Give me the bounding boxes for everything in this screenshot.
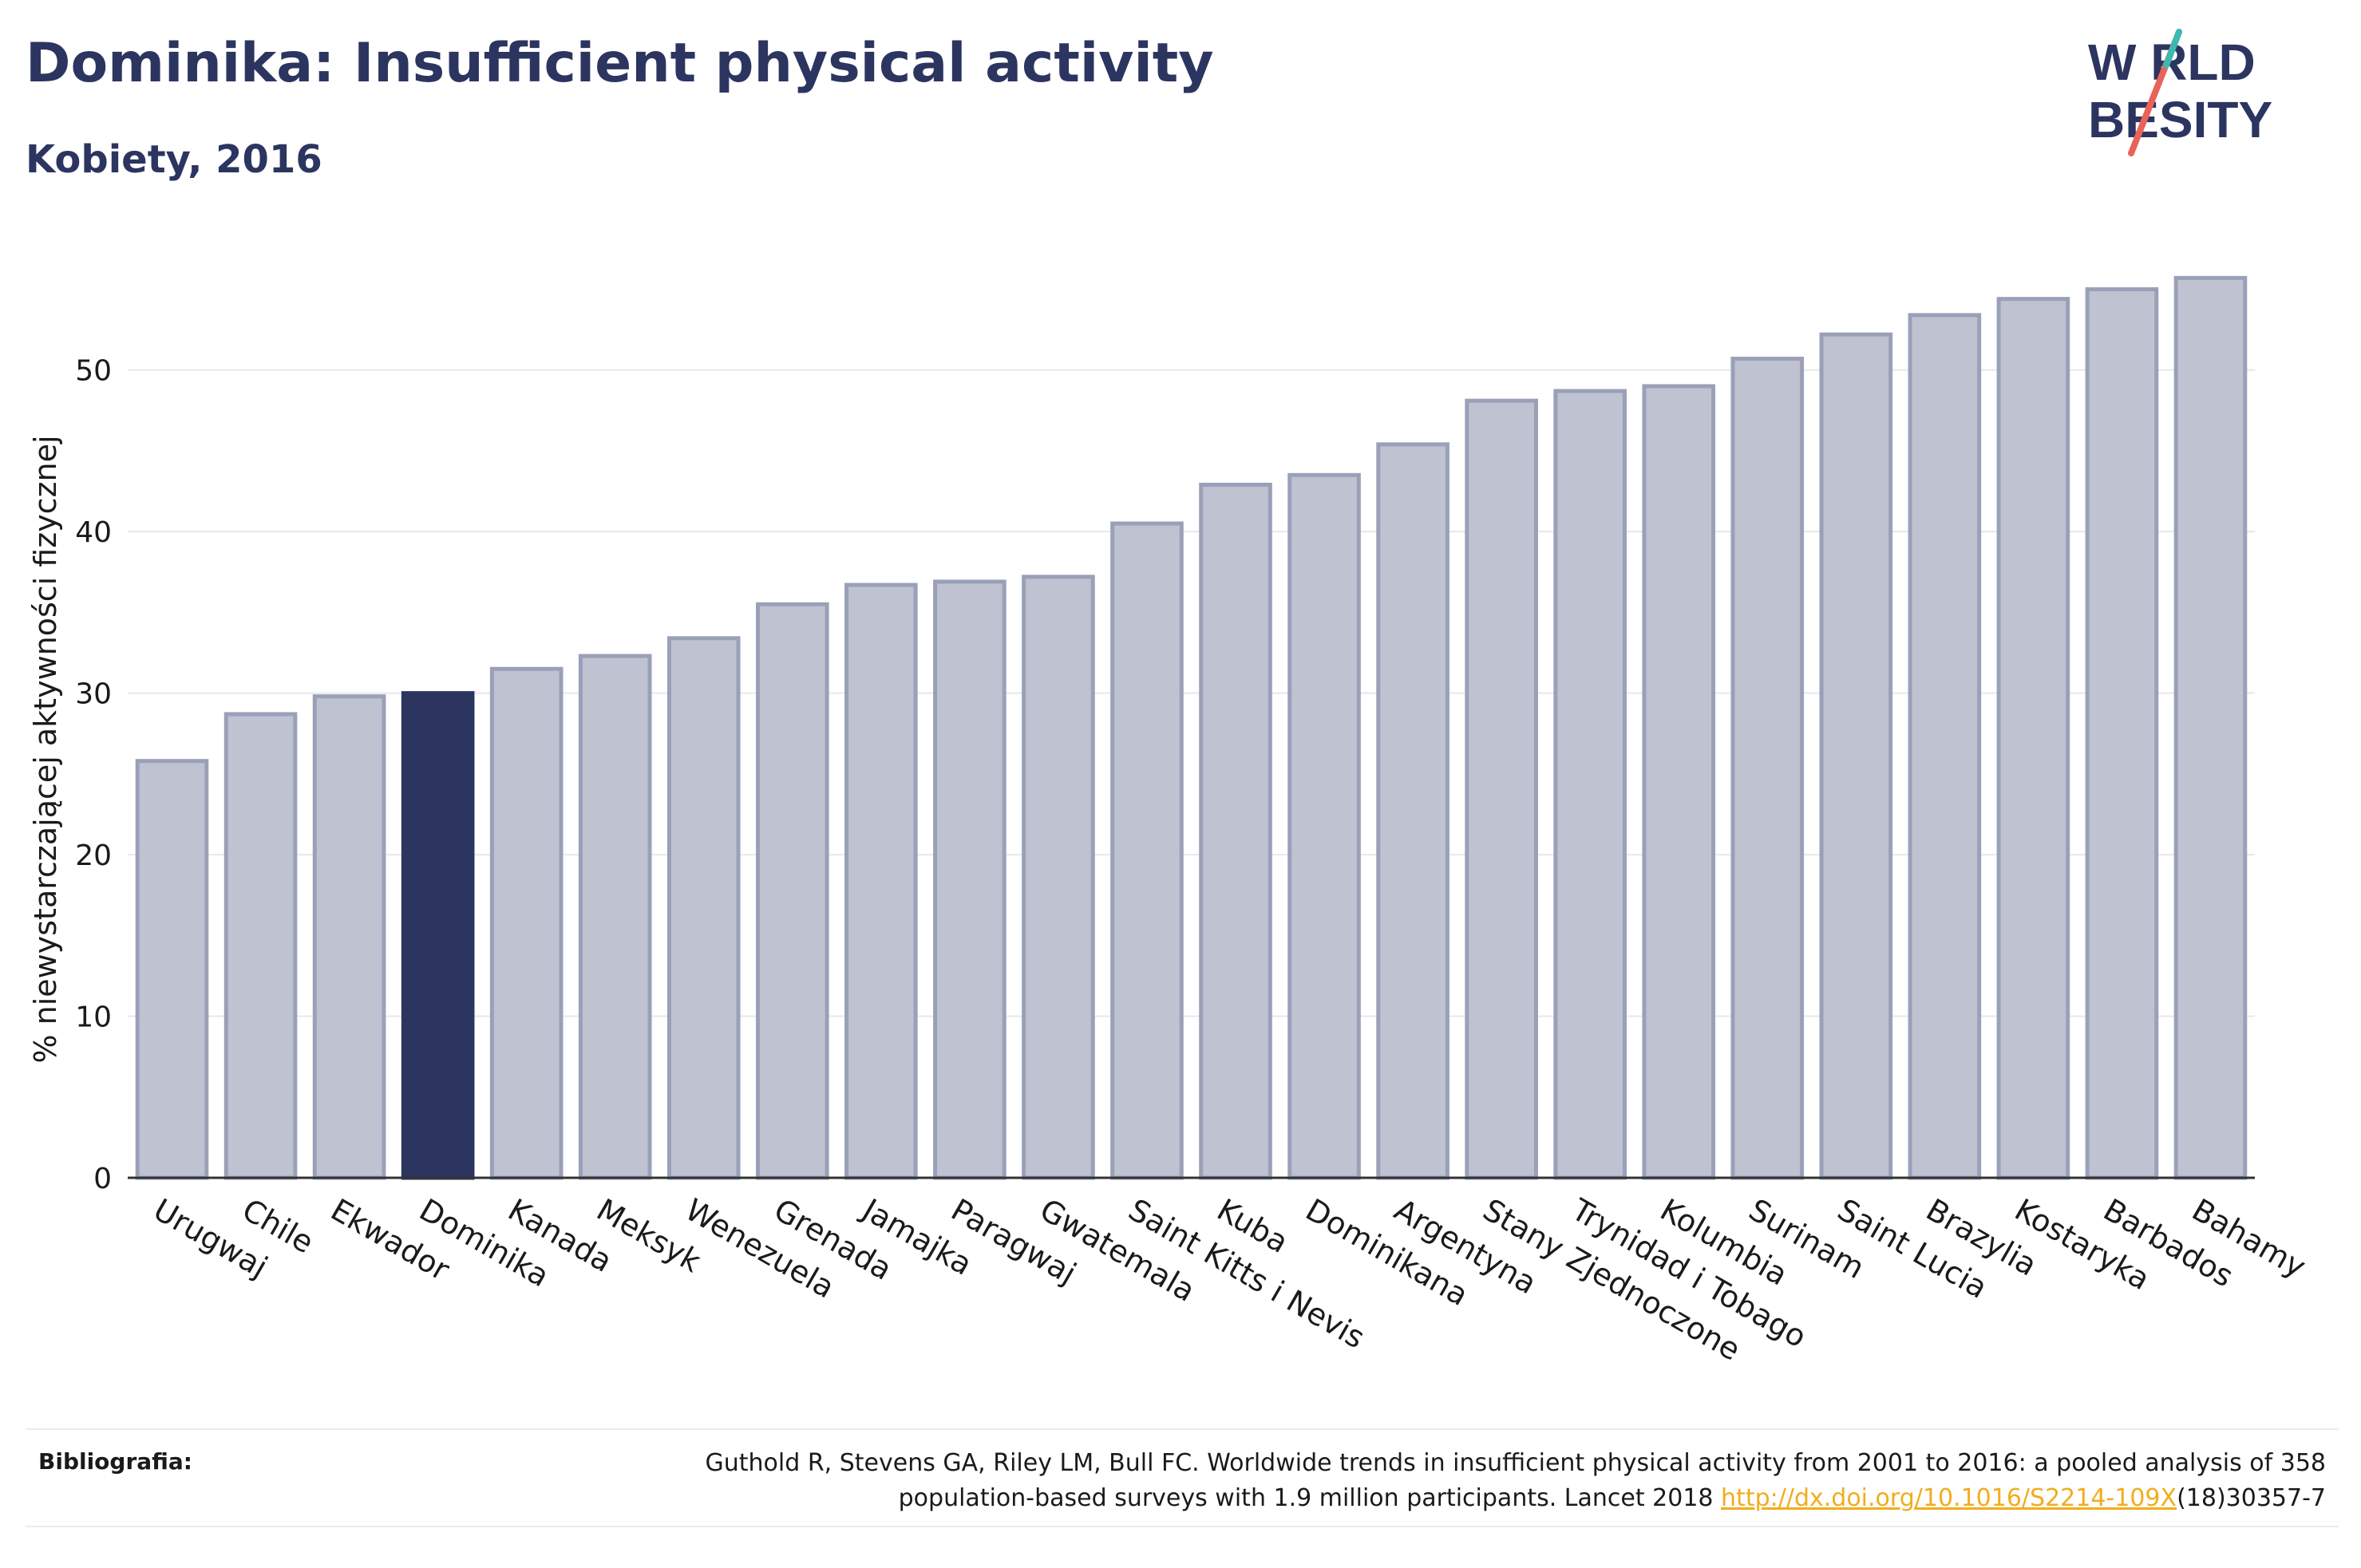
bar-kanada: [489, 666, 564, 1180]
y-tick-labels: 0 10 20 30 40 50: [75, 355, 112, 1195]
bibliography-text: Guthold R, Stevens GA, Riley LM, Bull FC…: [490, 1446, 2326, 1516]
bar-meksyk: [578, 654, 652, 1180]
bar-urugwaj: [135, 759, 209, 1180]
bar-kuba: [1199, 482, 1272, 1180]
bar-stany-zjednoczone: [1465, 398, 1538, 1180]
footer-divider-top: [26, 1428, 2339, 1430]
bar-dominika: [401, 691, 475, 1180]
bar-surinam: [1730, 357, 1805, 1180]
chart-title: Dominika: Insufficient physical activity: [26, 32, 1214, 95]
bibliography-line1: Guthold R, Stevens GA, Riley LM, Bull FC…: [705, 1449, 2326, 1477]
bar-argentyna: [1376, 442, 1449, 1180]
bar-jamajka: [844, 583, 918, 1180]
bars: [135, 275, 2248, 1180]
bar-trynidad-i-tobago: [1553, 389, 1627, 1180]
grid-lines: [128, 369, 2255, 1017]
bar-chile: [223, 712, 298, 1180]
footer-divider-bottom: [26, 1526, 2339, 1527]
logo-line2: BESITY: [2088, 91, 2272, 148]
doi-link[interactable]: http://dx.doi.org/10.1016/S2214-109X: [1721, 1484, 2177, 1512]
bar-kolumbia: [1642, 384, 1716, 1180]
bar-saint-kitts-i-nevis: [1110, 521, 1184, 1180]
bar-brazylia: [1908, 313, 1982, 1180]
y-axis-label: % niewystarczającej aktywności fizycznej: [28, 435, 63, 1063]
bar-gwatemala: [1022, 575, 1095, 1180]
bar-kostaryka: [1996, 297, 2070, 1180]
chart-subtitle: Kobiety, 2016: [26, 137, 322, 182]
bar-grenada: [756, 602, 829, 1180]
bibliography-line2-end: (18)30357-7: [2177, 1484, 2326, 1512]
y-tick-label: 20: [75, 839, 112, 872]
bar-ekwador: [312, 694, 386, 1180]
bar-bahamy: [2173, 275, 2248, 1180]
bar-paragwaj: [933, 579, 1006, 1180]
y-tick-label: 30: [75, 678, 112, 711]
y-tick-label: 10: [75, 1001, 112, 1034]
bar-barbados: [2085, 286, 2159, 1180]
bar-saint-lucia: [1819, 332, 1893, 1180]
bar-wenezuela: [666, 636, 741, 1180]
bibliography-label: Bibliografia:: [38, 1448, 193, 1475]
bar-dominikana: [1287, 472, 1361, 1180]
logo-slash-teal: [2163, 29, 2182, 69]
world-obesity-logo: W RLD BESITY: [2088, 29, 2272, 156]
y-tick-label: 0: [93, 1163, 112, 1195]
y-tick-label: 40: [75, 516, 112, 549]
y-tick-label: 50: [75, 355, 112, 388]
bibliography-line2: population-based surveys with 1.9 millio…: [898, 1484, 1722, 1512]
